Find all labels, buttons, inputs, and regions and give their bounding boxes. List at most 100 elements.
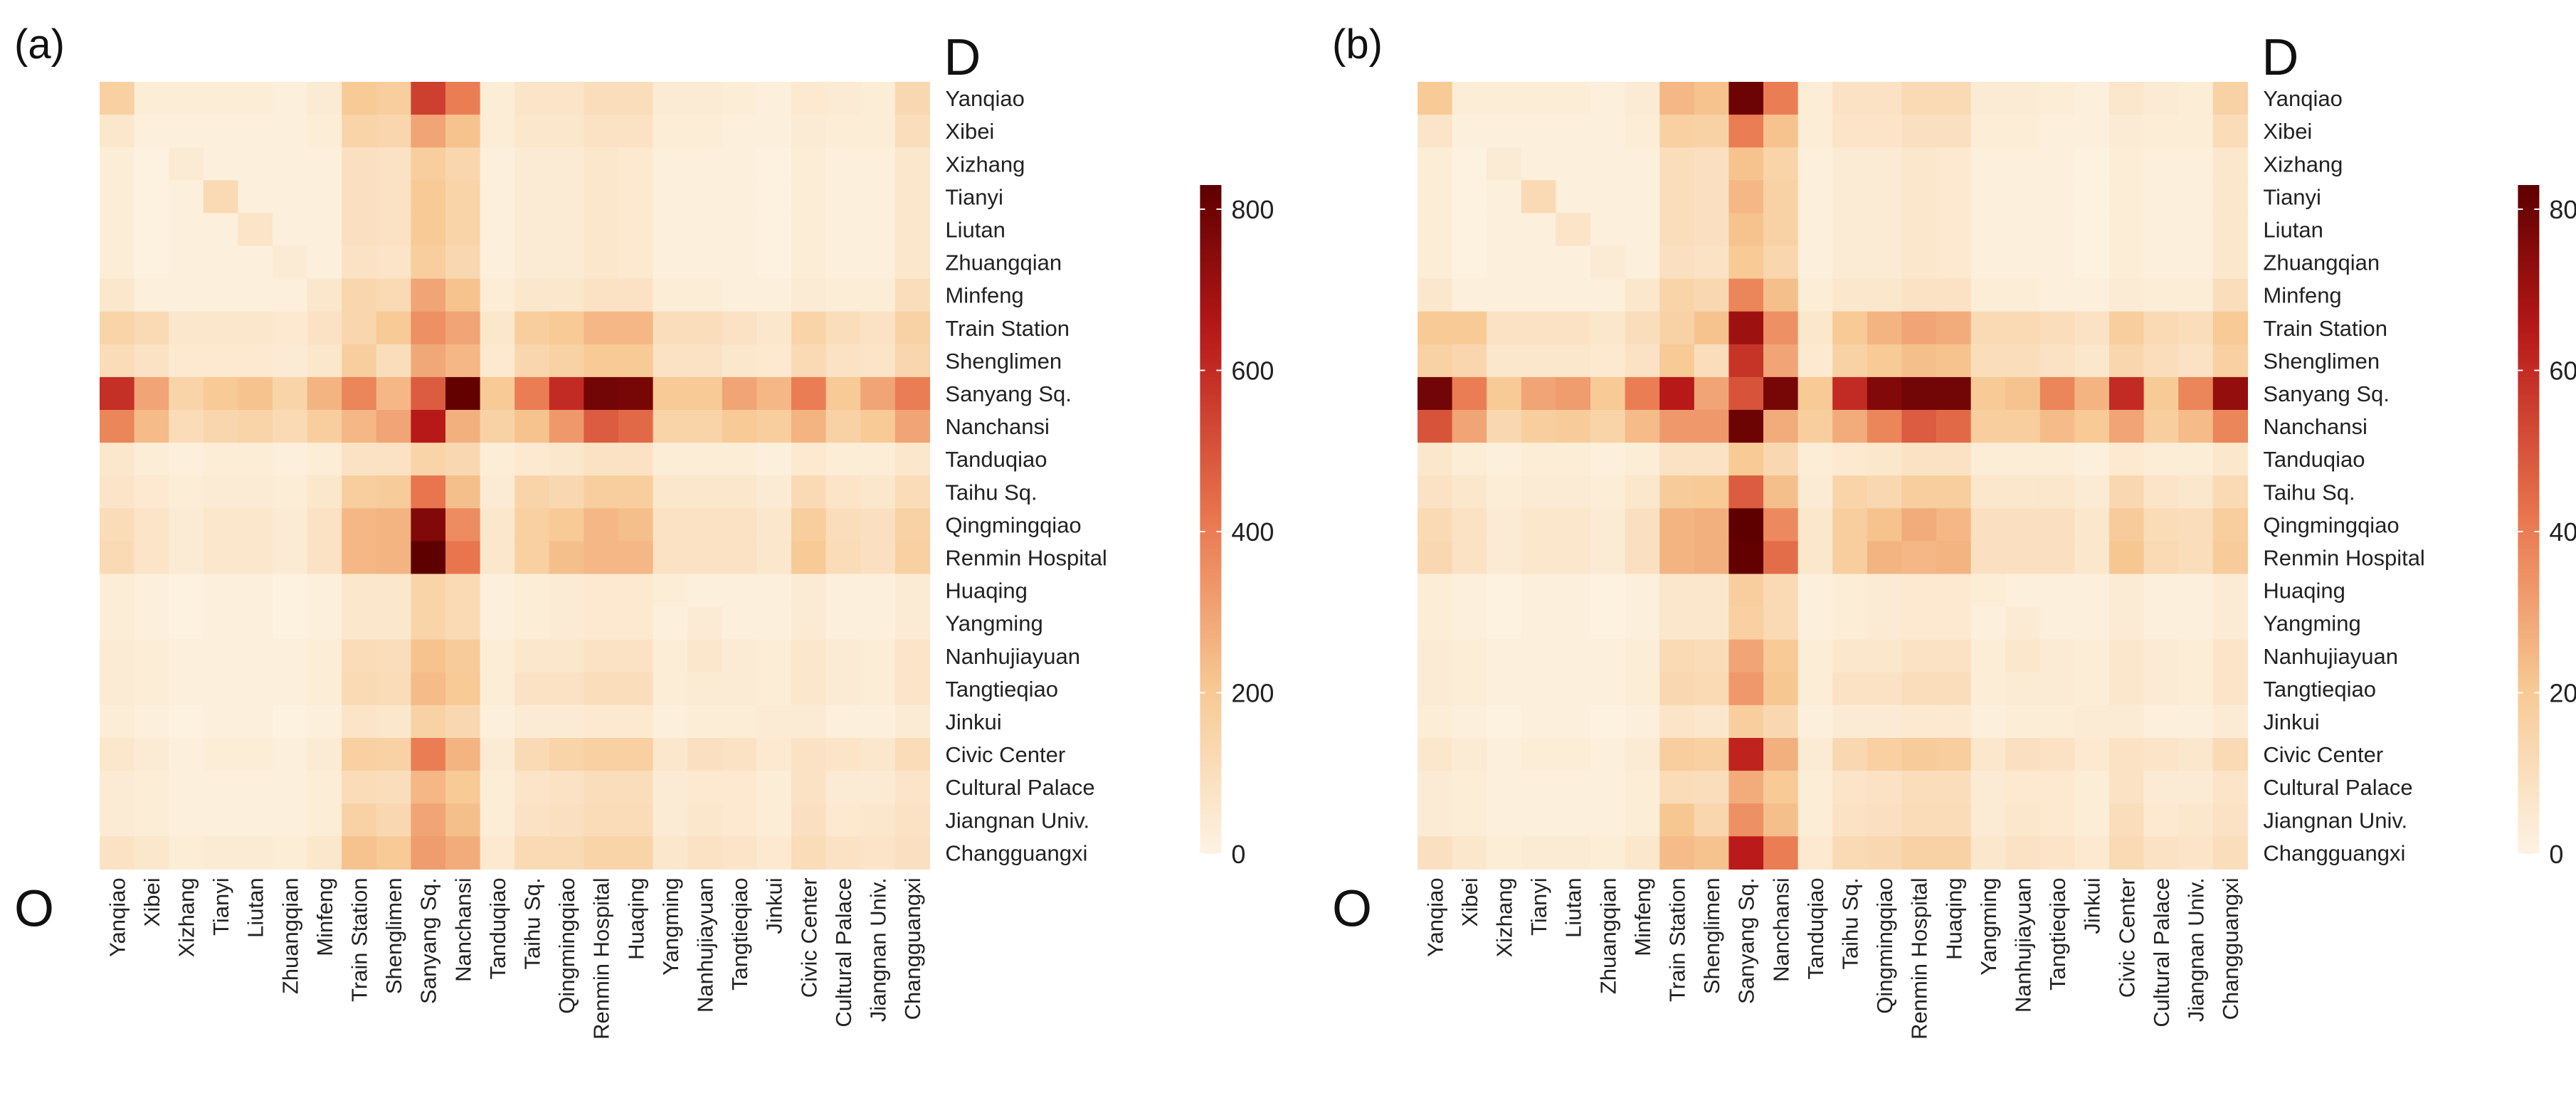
heatmap-cell	[1487, 147, 1522, 181]
heatmap-cell	[722, 639, 757, 673]
heatmap-cell	[100, 278, 135, 312]
heatmap-cell	[1487, 606, 1522, 640]
heatmap-cell	[1521, 213, 1556, 247]
heatmap-cell	[1867, 245, 1902, 280]
heatmap-cell	[1763, 311, 1799, 345]
heatmap-cell	[1418, 311, 1453, 345]
col-tick-label: Zhuangqian	[1595, 877, 1620, 994]
heatmap-cell	[1452, 311, 1487, 345]
heatmap-cell	[411, 704, 446, 739]
heatmap-cell	[825, 574, 861, 608]
heatmap-cell	[238, 443, 273, 476]
heatmap-cell	[687, 376, 723, 411]
heatmap-cell	[860, 82, 896, 115]
heatmap-cell	[203, 836, 238, 870]
heatmap-cell	[411, 180, 446, 213]
heatmap-cell	[169, 836, 204, 870]
heatmap-cell	[1694, 376, 1729, 411]
heatmap-cell	[1970, 475, 2006, 509]
heatmap-cell	[514, 475, 550, 509]
row-tick-label: Nanhujiayuan	[2263, 644, 2398, 669]
heatmap-cell	[1901, 376, 1937, 411]
col-tick-label: Xibei	[139, 877, 164, 926]
heatmap-cell	[894, 180, 930, 213]
heatmap-cell	[1763, 147, 1799, 181]
heatmap-cell	[2005, 278, 2041, 312]
heatmap-cell	[584, 704, 619, 739]
heatmap-cell	[1832, 771, 1868, 804]
heatmap-cell	[1452, 704, 1487, 739]
heatmap-cell	[273, 115, 308, 148]
row-tick-label: Civic Center	[2263, 742, 2383, 767]
row-tick-label: Tianyi	[2263, 184, 2321, 209]
heatmap-cell	[1659, 639, 1695, 673]
heatmap-cell	[2178, 376, 2214, 411]
heatmap-cell	[791, 115, 827, 148]
heatmap-cell	[653, 606, 688, 640]
heatmap-cell	[2143, 278, 2179, 312]
heatmap-cell	[273, 180, 308, 213]
heatmap-cell	[2178, 574, 2214, 608]
heatmap-cell	[480, 180, 515, 213]
heatmap-cell	[100, 410, 135, 443]
row-tick-label: Zhuangqian	[945, 250, 1062, 275]
heatmap-cell	[307, 704, 342, 739]
heatmap-cell	[860, 443, 896, 476]
heatmap-cell	[1728, 508, 1764, 542]
heatmap-cell	[342, 508, 377, 542]
heatmap-cell	[1659, 115, 1695, 148]
panel-label: (a)	[14, 21, 65, 68]
heatmap-cell	[825, 311, 861, 345]
heatmap-cell	[2109, 344, 2145, 378]
heatmap-cell	[2212, 639, 2248, 673]
heatmap-cell	[1694, 606, 1729, 640]
heatmap-cell	[584, 82, 619, 115]
heatmap-cell	[2039, 147, 2075, 181]
col-tick-label: Yanqiao	[1422, 877, 1447, 956]
heatmap-cell	[1728, 803, 1764, 837]
heatmap-cell	[1418, 738, 1453, 771]
heatmap-cell	[134, 410, 169, 443]
heatmap-cell	[2143, 311, 2179, 345]
heatmap-cell	[618, 344, 654, 378]
heatmap-cell	[791, 704, 827, 739]
heatmap-cell	[2212, 213, 2248, 247]
row-axis-label: D	[944, 29, 981, 86]
heatmap-cell	[1694, 180, 1729, 213]
col-tick-label: Tanduqiao	[485, 877, 510, 979]
heatmap-cell	[2143, 147, 2179, 181]
heatmap-cell	[1556, 213, 1591, 247]
col-tick-label: Sanyang Sq.	[1734, 877, 1759, 1004]
heatmap-cell	[618, 443, 654, 476]
heatmap-cell	[1452, 180, 1487, 213]
heatmap-cell	[1763, 803, 1799, 837]
heatmap-cell	[514, 278, 550, 312]
heatmap-cell	[134, 574, 169, 608]
heatmap-cell	[169, 278, 204, 312]
heatmap-cell	[100, 245, 135, 280]
heatmap-cell	[1521, 606, 1556, 640]
heatmap-cell	[100, 344, 135, 378]
heatmap-cell	[1452, 672, 1487, 706]
heatmap-cell	[1694, 836, 1729, 870]
heatmap-cell	[1728, 82, 1764, 115]
heatmap-cell	[584, 574, 619, 608]
col-tick-label: Shenglimen	[1699, 877, 1724, 994]
heatmap-cell	[1487, 541, 1522, 575]
row-tick-label: Taihu Sq.	[2263, 480, 2355, 505]
heatmap-cell	[791, 508, 827, 542]
heatmap-cell	[1556, 410, 1591, 443]
heatmap-cell	[169, 508, 204, 542]
heatmap-cell	[894, 311, 930, 345]
heatmap-cell	[1970, 574, 2006, 608]
heatmap-cell	[411, 508, 446, 542]
heatmap-cell	[1936, 376, 1972, 411]
heatmap-cell	[1867, 180, 1902, 213]
heatmap-cell	[2005, 213, 2041, 247]
colorbar-tick-label: 800	[2549, 195, 2576, 224]
colorbar-tick-label: 0	[2549, 840, 2563, 869]
heatmap-cell	[1832, 639, 1868, 673]
heatmap-cell	[618, 115, 654, 148]
heatmap-cell	[514, 803, 550, 837]
row-tick-label: Xibei	[2263, 119, 2312, 144]
